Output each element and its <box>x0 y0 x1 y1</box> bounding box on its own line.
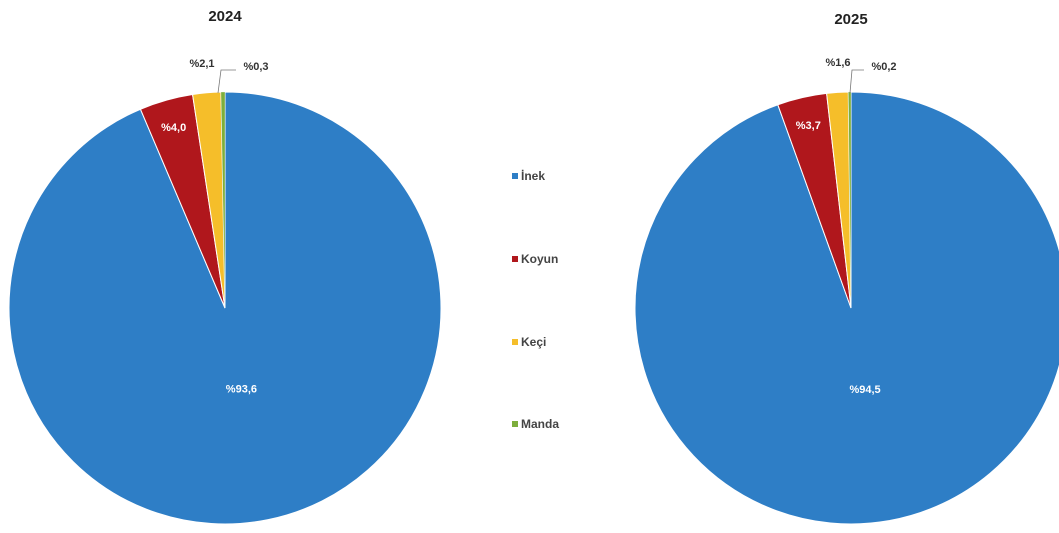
legend-swatch-keci <box>512 339 518 345</box>
data-label-2024-keci: %2,1 <box>189 58 214 70</box>
legend-item-koyun: Koyun <box>512 252 558 266</box>
legend-label-manda: Manda <box>521 417 559 431</box>
chart-title-2024: 2024 <box>208 8 242 25</box>
pie-slice-2024-manda <box>220 91 226 309</box>
data-label-2025-inek: %94,5 <box>849 384 880 396</box>
leader-line-2025-manda <box>849 69 864 94</box>
legend-swatch-manda <box>512 421 518 427</box>
legend-label-inek: İnek <box>521 168 545 183</box>
pie-chart-2025: %94,5 %3,7 %1,6 %0,2 <box>634 57 1059 525</box>
legend-label-keci: Keçi <box>521 335 546 349</box>
data-label-2025-keci: %1,6 <box>825 57 850 69</box>
legend-item-inek: İnek <box>512 168 545 183</box>
leader-line-2024-manda <box>217 69 236 94</box>
legend-item-keci: Keçi <box>512 335 546 349</box>
data-label-2025-manda: %0,2 <box>871 61 896 73</box>
data-label-2024-inek: %93,6 <box>226 383 257 395</box>
data-label-2024-manda: %0,3 <box>243 61 268 73</box>
legend-label-koyun: Koyun <box>521 252 558 266</box>
legend-item-manda: Manda <box>512 417 559 431</box>
pie-slice-2025-manda <box>848 91 852 309</box>
legend-swatch-koyun <box>512 256 518 262</box>
legend: İnek Koyun Keçi Manda <box>512 168 559 431</box>
legend-swatch-inek <box>512 173 518 179</box>
chart-title-2025: 2025 <box>834 11 867 28</box>
data-label-2024-koyun: %4,0 <box>161 122 186 134</box>
data-label-2025-koyun: %3,7 <box>796 120 821 132</box>
pie-chart-2024: %93,6 %4,0 %2,1 %0,3 <box>8 58 442 525</box>
pie-slice-2025-inek <box>634 91 1059 525</box>
